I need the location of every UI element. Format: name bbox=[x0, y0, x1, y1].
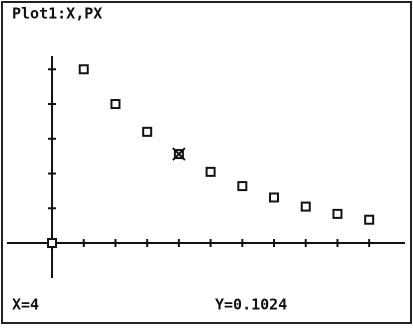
calculator-screen: Plot1:X,PX X=4 Y=0.1024 bbox=[0, 0, 413, 325]
point bbox=[365, 216, 373, 224]
screen-border bbox=[2, 2, 411, 323]
point bbox=[111, 100, 119, 108]
point bbox=[302, 203, 310, 211]
point bbox=[238, 182, 246, 190]
cursor-x-label: X=4 bbox=[12, 296, 39, 314]
point bbox=[80, 65, 88, 73]
cursor-y-label: Y=0.1024 bbox=[215, 296, 287, 314]
point bbox=[333, 210, 341, 218]
point bbox=[48, 239, 56, 247]
point bbox=[207, 168, 215, 176]
page: {"chart_data": { "type": "scatter", "tit… bbox=[0, 0, 413, 325]
plot-title: Plot1:X,PX bbox=[12, 5, 102, 23]
point bbox=[143, 128, 151, 136]
cursor-point bbox=[173, 148, 185, 160]
point bbox=[270, 193, 278, 201]
